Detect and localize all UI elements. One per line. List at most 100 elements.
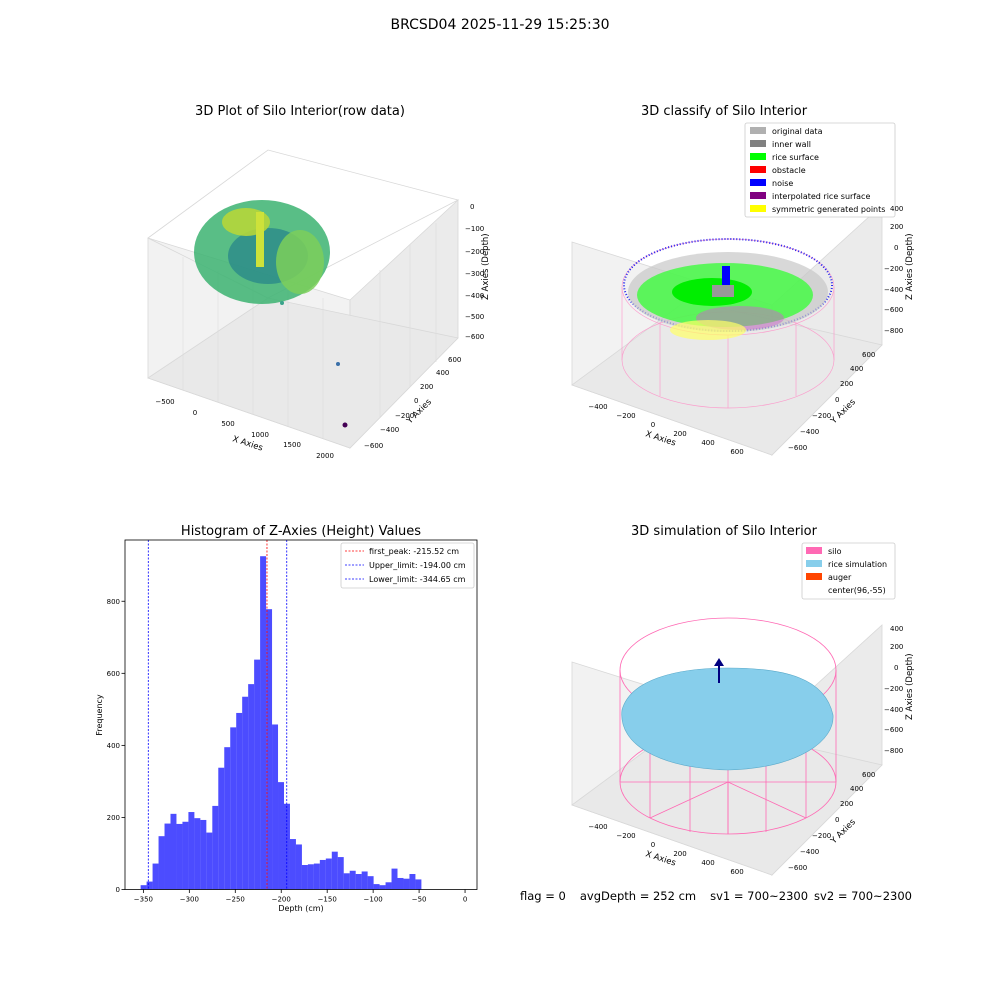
histogram-bar — [301, 864, 308, 890]
simulation-z-tick: −600 — [884, 726, 903, 734]
simulation-z-tick: 400 — [890, 625, 903, 633]
legend-label-auger: auger — [828, 573, 852, 582]
raw-x-tick: 0 — [193, 409, 197, 417]
raw-point-cloud — [194, 200, 348, 428]
histogram-bar — [200, 819, 207, 890]
raw-floor-pane — [147, 297, 459, 449]
classify-y-tick: 0 — [835, 396, 839, 404]
histogram-x-tick-label: 0 — [463, 896, 467, 904]
figure-title: BRCSD04 2025-11-29 15:25:30 — [390, 17, 610, 33]
simulation-z-tick: 0 — [894, 664, 898, 672]
classify-x-tick: −400 — [588, 403, 607, 411]
histogram-bar — [283, 803, 290, 890]
histogram-bar — [224, 747, 231, 890]
histogram-bar — [206, 832, 213, 890]
raw-panes — [147, 149, 460, 449]
histogram-chart: −350 −300 −250 −200 −150 −100 −50 0 0 200 400 600 8… — [95, 539, 478, 913]
simulation-z-tick: −400 — [884, 706, 903, 714]
histogram-bar — [266, 609, 273, 890]
footer-flag: flag = 0 — [520, 889, 566, 903]
simulation-y-tick: −200 — [812, 832, 831, 840]
raw-x-tick: 2000 — [316, 452, 334, 460]
footer-sv1: sv1 = 700~2300 — [710, 889, 809, 903]
legend-swatch-obstacle — [750, 166, 766, 173]
legend-swatch-inner-wall — [750, 140, 766, 147]
histogram-y-tick-label: 600 — [107, 670, 120, 678]
histogram-bar — [164, 823, 171, 890]
histogram-bar — [194, 818, 201, 890]
histogram-x-tick-label: −50 — [412, 896, 427, 904]
legend-swatch-noise — [750, 179, 766, 186]
raw-z-label: Z Axies (Depth) — [481, 233, 491, 300]
legend-label-lower-limit: Lower_limit: -344.65 cm — [369, 575, 466, 584]
histogram-legend: first_peak: -215.52 cm Upper_limit: -194… — [340, 542, 475, 589]
classify-z-tick: −200 — [884, 265, 903, 273]
raw-z-ticks: 0 −100 −200 −300 −400 −500 −600 — [465, 203, 484, 341]
simulation-x-tick: −200 — [616, 832, 635, 840]
legend-label-silo: silo — [828, 547, 842, 556]
classify-y-label: Y Axies — [828, 397, 858, 427]
histogram-bar — [152, 863, 159, 890]
histogram-bar — [337, 857, 344, 890]
panel-classify-3d-plot: original data inner wall rice surface ob… — [571, 122, 915, 456]
histogram-bar — [260, 556, 267, 890]
histogram-bars — [140, 556, 422, 890]
histogram-bar — [158, 836, 165, 890]
histogram-bar — [367, 876, 374, 890]
histogram-x-tick-label: −150 — [318, 896, 337, 904]
histogram-bar — [349, 870, 356, 890]
histogram-bar — [397, 877, 404, 890]
classify-legend-box — [744, 122, 896, 218]
raw-x-tick: 1000 — [251, 431, 269, 439]
histogram-bar — [325, 858, 332, 890]
histogram-bar — [403, 878, 410, 890]
histogram-x-tick-label: −250 — [226, 896, 245, 904]
raw-z-tick: 0 — [470, 203, 474, 211]
histogram-bar — [272, 724, 279, 890]
simulation-legend-box — [801, 542, 896, 600]
histogram-axes-frame — [124, 539, 478, 890]
histogram-bar — [182, 821, 189, 890]
simulation-legend: silo rice simulation auger center(96,-55… — [801, 542, 896, 600]
classify-y-ticks: −600 −400 −200 0 200 400 600 — [788, 351, 875, 452]
histogram-bar — [188, 812, 195, 890]
legend-label-noise: noise — [772, 179, 793, 188]
classify-y-tick: −400 — [800, 428, 819, 436]
footer-sv2: sv2 = 700~2300 — [814, 889, 912, 903]
panel-simulation-3d-plot: silo rice simulation auger center(96,-55… — [571, 542, 915, 876]
raw-x-ticks: −500 0 500 1000 1500 2000 — [155, 398, 334, 460]
raw-y-ticks: −600 −400 −200 0 200 400 600 — [364, 356, 461, 450]
panel-raw-title: 3D Plot of Silo Interior(row data) — [195, 104, 405, 119]
histogram-bar — [355, 874, 362, 890]
histogram-x-tick-label: −300 — [180, 896, 199, 904]
classify-x-tick: 0 — [651, 421, 655, 429]
raw-z-tick: −500 — [465, 313, 484, 321]
classify-z-tick: 400 — [890, 205, 903, 213]
classify-symmetric-points — [670, 320, 746, 340]
histogram-bar — [379, 885, 386, 890]
classify-z-tick: 0 — [894, 244, 898, 252]
histogram-bar — [254, 659, 261, 890]
legend-label-interpolated: interpolated rice surface — [772, 192, 870, 201]
classify-center-block — [712, 285, 734, 297]
legend-label-upper-limit: Upper_limit: -194.00 cm — [369, 561, 466, 570]
raw-y-tick: −600 — [364, 442, 383, 450]
raw-y-tick: −200 — [395, 412, 414, 420]
legend-swatch-silo — [806, 547, 822, 554]
simulation-y-tick: 200 — [840, 800, 853, 808]
histogram-x-label: Depth (cm) — [278, 904, 323, 913]
raw-grid — [182, 223, 437, 438]
histogram-y-ticks: 0 200 400 600 800 — [107, 598, 125, 894]
simulation-z-tick: −200 — [884, 685, 903, 693]
classify-point-cloud — [623, 238, 833, 340]
histogram-bar — [278, 782, 284, 890]
legend-label-center: center(96,-55) — [828, 586, 886, 595]
raw-x-tick: 500 — [221, 420, 234, 428]
raw-cloud-rim — [276, 230, 324, 294]
legend-swatch-rice-simulation — [806, 560, 822, 567]
classify-y-tick: −200 — [812, 412, 831, 420]
histogram-bar — [385, 882, 392, 890]
histogram-x-ticks: −350 −300 −250 −200 −150 −100 −50 0 — [134, 889, 467, 904]
histogram-bar — [248, 684, 255, 890]
classify-noise-ring — [623, 238, 833, 332]
